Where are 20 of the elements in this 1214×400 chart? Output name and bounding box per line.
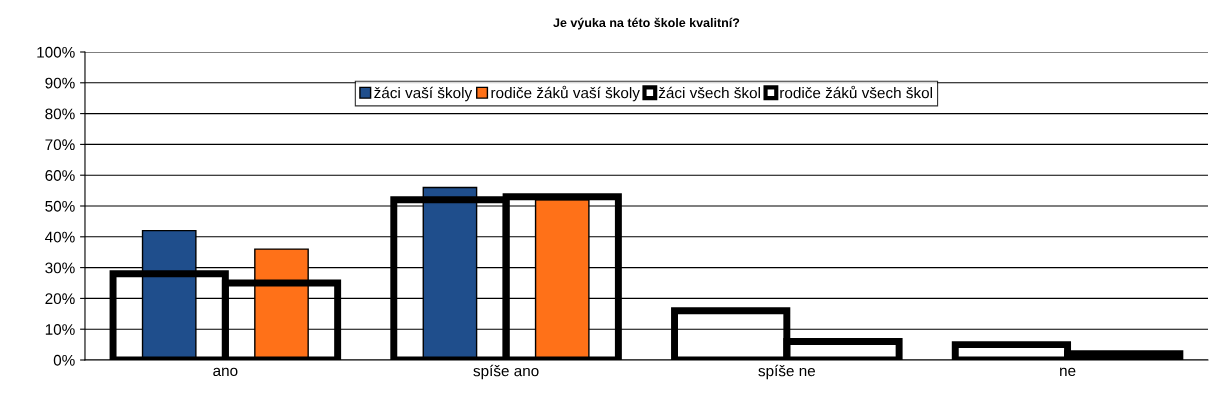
y-tick-label: 80% <box>45 108 75 120</box>
chart-title: Je výuka na této škole kvalitní? <box>553 17 740 30</box>
legend-label: rodiče žáků vaší školy <box>491 85 640 102</box>
y-tick-label: 40% <box>45 231 75 243</box>
x-tick-label: spíše ano <box>473 364 539 380</box>
x-tick-label: ano <box>213 367 238 377</box>
y-tick-label: 90% <box>45 77 75 89</box>
legend-label: rodiče žáků všech škol <box>780 85 932 99</box>
x-tick-label: ne <box>1060 367 1076 377</box>
y-tick-label: 30% <box>45 262 75 274</box>
x-tick-label: spíše ne <box>758 364 816 380</box>
y-tick-label: 60% <box>45 170 75 181</box>
y-tick-label: 70% <box>45 139 75 151</box>
legend-label: žáci všech škol <box>658 86 760 99</box>
y-tick-label: 100% <box>37 46 75 58</box>
legend-label: žáci vaší školy <box>374 86 473 102</box>
y-tick-label: 50% <box>45 200 75 212</box>
y-tick-label: 0% <box>53 354 75 366</box>
y-tick-label: 10% <box>45 324 75 335</box>
y-tick-label: 20% <box>45 293 75 305</box>
